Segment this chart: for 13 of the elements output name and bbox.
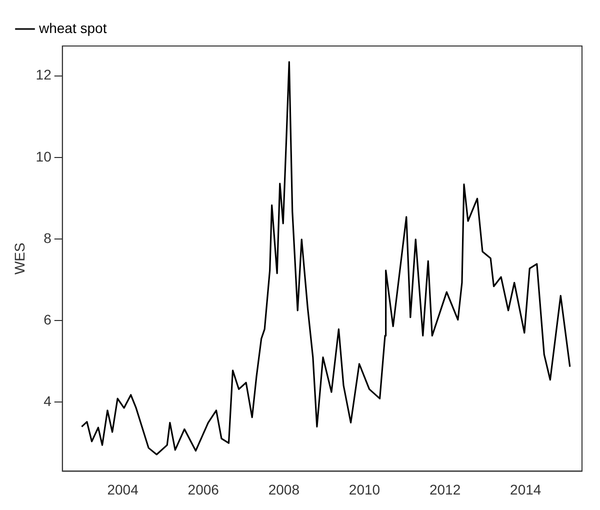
x-tick-label: 2012 — [429, 481, 461, 498]
x-tick-label: 2004 — [107, 481, 139, 498]
y-tick-label: 8 — [44, 230, 52, 246]
y-tick-label: 4 — [44, 393, 52, 410]
x-tick-label: 2010 — [348, 481, 380, 498]
x-tick-label: 2014 — [510, 481, 542, 498]
x-tick-label: 2008 — [268, 481, 300, 498]
y-tick-label: 6 — [44, 311, 52, 328]
y-tick-label: 10 — [36, 148, 52, 164]
y-tick-label: 12 — [36, 66, 52, 83]
y-axis-title: WES — [11, 242, 28, 275]
legend-label: wheat spot — [38, 20, 107, 36]
x-tick-label: 2006 — [188, 481, 220, 498]
